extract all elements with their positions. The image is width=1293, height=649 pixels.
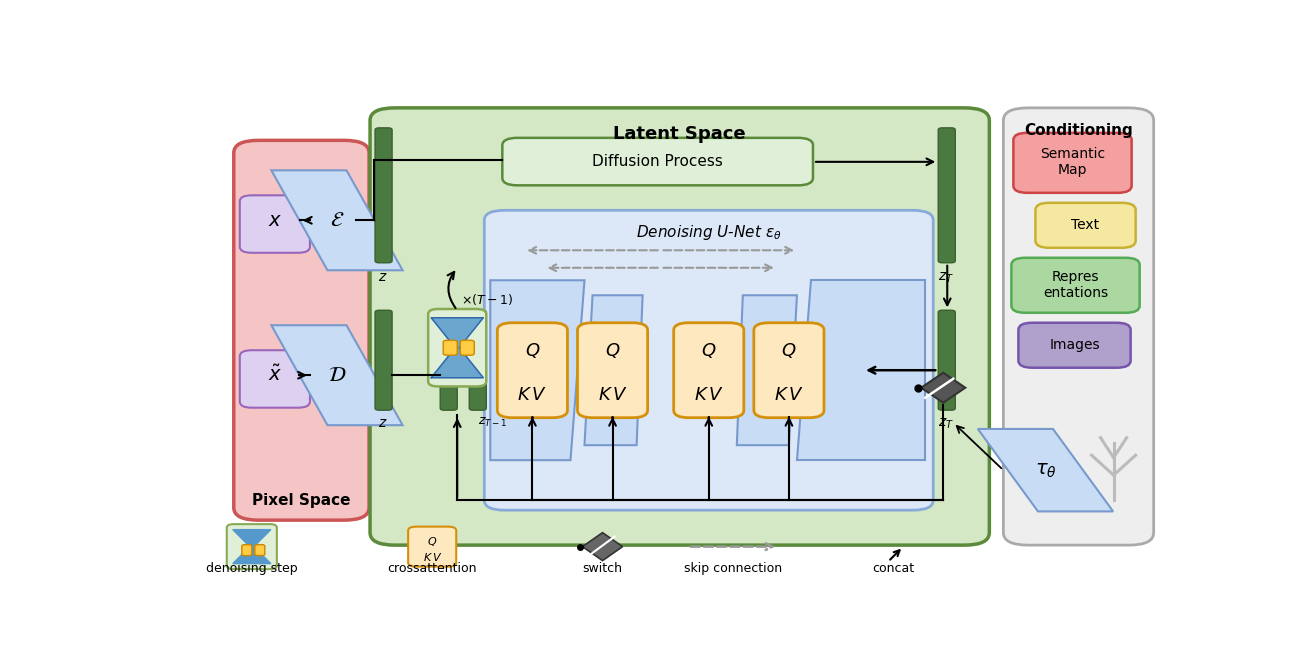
Text: $z$: $z$: [379, 416, 388, 430]
Text: $Q$: $Q$: [605, 341, 621, 360]
FancyBboxPatch shape: [939, 310, 956, 410]
Text: Latent Space: Latent Space: [613, 125, 746, 143]
FancyBboxPatch shape: [674, 323, 743, 418]
Polygon shape: [431, 318, 484, 378]
Text: $z_T$: $z_T$: [939, 270, 954, 285]
Text: $\times(T-1)$: $\times(T-1)$: [462, 291, 513, 306]
Text: $\mathcal{D}$: $\mathcal{D}$: [328, 365, 347, 386]
Text: $z_T$: $z_T$: [939, 416, 954, 430]
Polygon shape: [978, 429, 1113, 511]
Text: Denoising U-Net $\epsilon_\theta$: Denoising U-Net $\epsilon_\theta$: [636, 223, 781, 242]
FancyBboxPatch shape: [469, 310, 486, 410]
Polygon shape: [796, 280, 926, 460]
Text: denoising step: denoising step: [206, 562, 297, 575]
Text: Diffusion Process: Diffusion Process: [592, 154, 723, 169]
FancyBboxPatch shape: [375, 310, 392, 410]
FancyBboxPatch shape: [485, 210, 934, 510]
FancyBboxPatch shape: [443, 340, 458, 355]
Text: $K\,V$: $K\,V$: [694, 386, 724, 404]
FancyBboxPatch shape: [409, 526, 456, 567]
Text: $x$: $x$: [268, 211, 282, 230]
Text: Images: Images: [1049, 338, 1100, 352]
Text: Text: Text: [1072, 218, 1099, 232]
Text: $Q$: $Q$: [781, 341, 796, 360]
Text: Semantic
Map: Semantic Map: [1040, 147, 1106, 177]
Text: $\mathcal{E}$: $\mathcal{E}$: [330, 210, 344, 230]
Text: concat: concat: [871, 562, 914, 575]
Polygon shape: [233, 530, 270, 563]
Polygon shape: [272, 170, 402, 270]
FancyBboxPatch shape: [1011, 258, 1139, 313]
Text: $K\,V$: $K\,V$: [775, 386, 804, 404]
FancyBboxPatch shape: [242, 545, 252, 556]
Text: $\tau_\theta$: $\tau_\theta$: [1034, 461, 1056, 480]
Text: $Q$: $Q$: [525, 341, 540, 360]
Text: $K\,V$: $K\,V$: [517, 386, 547, 404]
Polygon shape: [272, 325, 402, 425]
FancyBboxPatch shape: [1036, 202, 1135, 248]
Text: switch: switch: [583, 562, 622, 575]
FancyBboxPatch shape: [239, 195, 310, 253]
Text: Repres
entations: Repres entations: [1043, 270, 1108, 300]
FancyBboxPatch shape: [498, 323, 568, 418]
FancyBboxPatch shape: [239, 350, 310, 408]
FancyBboxPatch shape: [1003, 108, 1153, 545]
FancyBboxPatch shape: [226, 524, 277, 569]
Polygon shape: [582, 533, 623, 561]
FancyBboxPatch shape: [375, 128, 392, 263]
FancyBboxPatch shape: [428, 309, 486, 386]
FancyBboxPatch shape: [1019, 323, 1130, 368]
FancyBboxPatch shape: [460, 340, 475, 355]
Text: Conditioning: Conditioning: [1024, 123, 1133, 138]
FancyBboxPatch shape: [578, 323, 648, 418]
Polygon shape: [921, 373, 966, 402]
Text: $K\,V$: $K\,V$: [597, 386, 627, 404]
FancyBboxPatch shape: [503, 138, 813, 186]
Text: $Q$: $Q$: [427, 535, 437, 548]
FancyBboxPatch shape: [255, 545, 265, 556]
FancyBboxPatch shape: [370, 108, 989, 545]
Polygon shape: [737, 295, 796, 445]
FancyBboxPatch shape: [440, 310, 458, 410]
Text: $z_{T-1}$: $z_{T-1}$: [478, 416, 508, 429]
Text: $Q$: $Q$: [701, 341, 716, 360]
Polygon shape: [584, 295, 643, 445]
Text: $K\,V$: $K\,V$: [423, 550, 442, 563]
Polygon shape: [490, 280, 584, 460]
FancyBboxPatch shape: [1014, 133, 1131, 193]
Text: Pixel Space: Pixel Space: [252, 493, 350, 508]
Text: $\tilde{x}$: $\tilde{x}$: [268, 365, 282, 386]
FancyBboxPatch shape: [939, 128, 956, 263]
Text: $z$: $z$: [379, 270, 388, 284]
FancyBboxPatch shape: [234, 140, 369, 520]
FancyBboxPatch shape: [754, 323, 824, 418]
Text: skip connection: skip connection: [684, 562, 782, 575]
Text: crossattention: crossattention: [388, 562, 477, 575]
